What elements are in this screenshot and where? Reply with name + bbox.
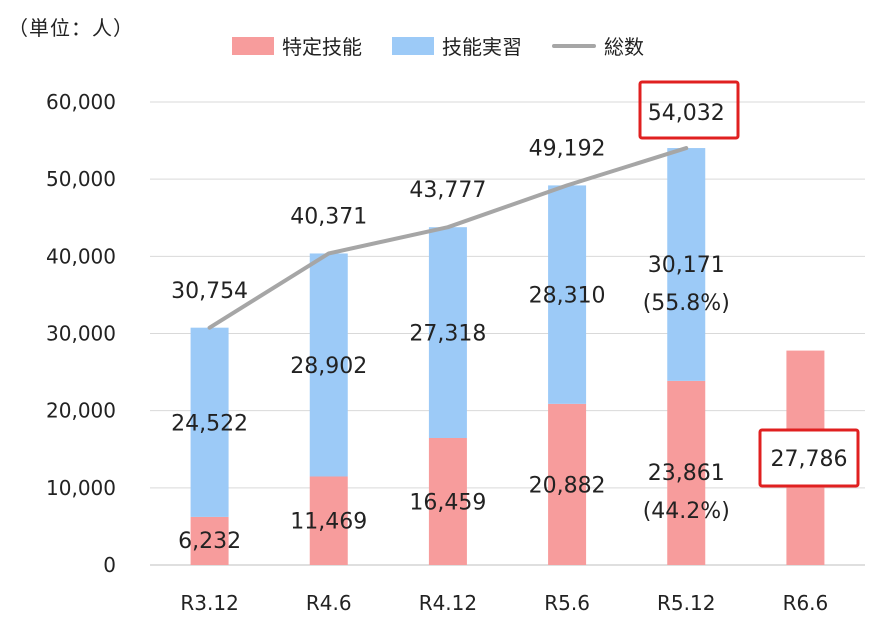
y-tick-label: 40,000 <box>46 244 116 268</box>
data-label-jisshu: 24,522 <box>171 411 248 436</box>
bar-tokutei <box>190 516 229 565</box>
percent-label: (44.2%) <box>643 499 730 524</box>
bar-jisshu <box>667 148 706 381</box>
legend-item-total: 総数 <box>552 31 644 60</box>
y-tick-label: 0 <box>103 553 116 577</box>
bar-tokutei <box>428 437 467 565</box>
legend-item-jisshu: 技能実習 <box>392 31 522 60</box>
percent-label: (55.8%) <box>643 291 730 316</box>
highlight-box-total <box>638 80 740 140</box>
bar-jisshu <box>309 253 348 477</box>
x-tick-label: R4.6 <box>306 591 352 615</box>
data-label-jisshu: 30,171 <box>648 253 725 278</box>
legend-label-tokutei: 特定技能 <box>282 35 362 59</box>
total-line <box>207 146 689 330</box>
x-tick-label: R3.12 <box>180 591 238 615</box>
data-label-tokutei-r66: 27,786 <box>771 447 848 472</box>
x-tick-label: R5.12 <box>657 591 715 615</box>
y-tick-label: 10,000 <box>46 476 116 500</box>
unit-label: （単位：人） <box>8 16 134 40</box>
legend-item-tokutei: 特定技能 <box>232 31 362 60</box>
data-label-tokutei: 23,861 <box>648 461 725 486</box>
data-label-total: 43,777 <box>409 178 486 203</box>
bar-jisshu <box>190 327 229 517</box>
data-label-tokutei: 20,882 <box>529 473 606 498</box>
y-tick-label: 30,000 <box>46 322 116 346</box>
data-label-jisshu: 28,902 <box>290 354 367 379</box>
data-label-jisshu: 27,318 <box>409 322 486 347</box>
bar-tokutei <box>548 403 587 565</box>
bar-jisshu <box>548 185 587 404</box>
data-label-jisshu: 28,310 <box>529 284 606 309</box>
bar-jisshu <box>428 227 467 438</box>
data-label-total: 54,032 <box>648 101 725 126</box>
data-label-tokutei: 16,459 <box>409 490 486 515</box>
y-tick-label: 60,000 <box>46 90 116 114</box>
data-label-total: 30,754 <box>171 279 248 304</box>
highlight-box-r66 <box>758 428 860 488</box>
x-tick-label: R6.6 <box>783 591 829 615</box>
legend-swatch-jisshu <box>392 36 434 55</box>
x-tick-label: R4.12 <box>419 591 477 615</box>
legend-swatch-tokutei <box>232 36 274 55</box>
bar-tokutei <box>667 380 706 565</box>
bar-tokutei <box>309 476 348 565</box>
legend-swatch-total <box>552 43 596 48</box>
x-tick-label: R5.6 <box>544 591 590 615</box>
legend: 特定技能 技能実習 総数 <box>232 31 674 60</box>
legend-label-total: 総数 <box>604 35 644 59</box>
y-tick-label: 20,000 <box>46 399 116 423</box>
data-label-tokutei: 11,469 <box>290 510 367 535</box>
y-tick-label: 50,000 <box>46 167 116 191</box>
data-label-total: 40,371 <box>290 204 367 229</box>
data-label-total: 49,192 <box>529 136 606 161</box>
legend-label-jisshu: 技能実習 <box>442 35 522 59</box>
data-label-tokutei: 6,232 <box>178 529 241 554</box>
